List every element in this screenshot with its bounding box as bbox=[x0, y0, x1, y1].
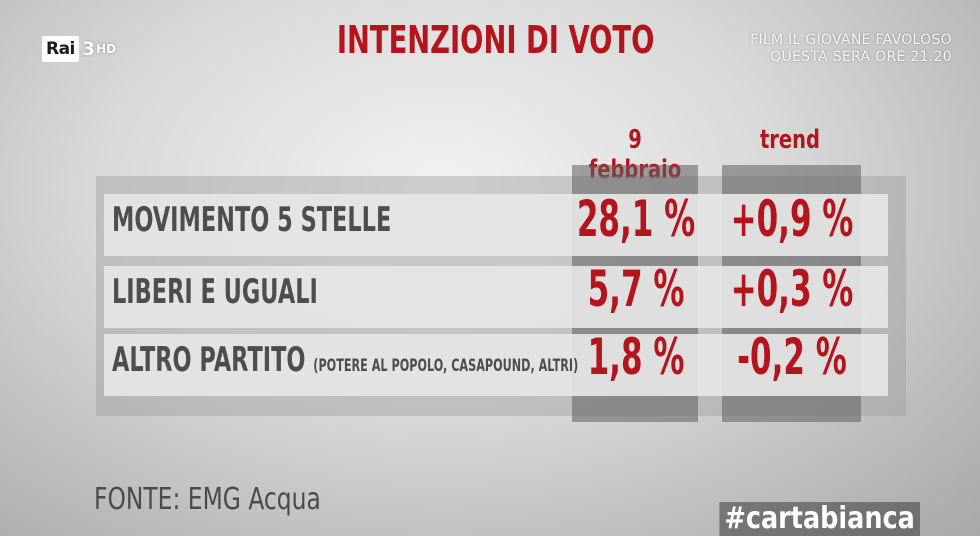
hd-badge: HD bbox=[96, 42, 117, 56]
value-date: 5,7 % bbox=[587, 260, 685, 318]
value-date: 28,1 % bbox=[576, 190, 696, 248]
channel-logo: Rai 3 HD bbox=[42, 34, 116, 64]
table-row: LIBERI E UGUALI bbox=[104, 266, 888, 328]
rai-logo: Rai bbox=[42, 36, 79, 62]
show-hashtag: #cartabianca bbox=[719, 502, 920, 536]
page-title: INTENZIONI DI VOTO bbox=[336, 18, 655, 62]
source-note: FONTE: EMG Acqua bbox=[94, 482, 321, 517]
table-row: ALTRO PARTITO (POTERE AL POPOLO, CASAPOU… bbox=[104, 334, 888, 396]
value-date: 1,8 % bbox=[587, 328, 685, 386]
party-name: ALTRO PARTITO (POTERE AL POPOLO, CASAPOU… bbox=[112, 340, 579, 380]
promo-ticker: FILM IL GIOVANE FAVOLOSO QUESTA SERA ORE… bbox=[750, 32, 952, 66]
party-name: LIBERI E UGUALI bbox=[112, 272, 318, 312]
party-subtitle: (POTERE AL POPOLO, CASAPOUND, ALTRI) bbox=[313, 356, 579, 376]
promo-line-1: FILM IL GIOVANE FAVOLOSO bbox=[750, 32, 952, 48]
table-row: MOVIMENTO 5 STELLE bbox=[104, 194, 888, 256]
party-name: MOVIMENTO 5 STELLE bbox=[112, 200, 392, 240]
value-trend: +0,3 % bbox=[730, 260, 854, 318]
column-header-trend: trend bbox=[759, 125, 820, 155]
promo-line-2: QUESTA SERA ORE 21.20 bbox=[770, 49, 952, 65]
value-trend: -0,2 % bbox=[737, 328, 847, 386]
value-trend: +0,9 % bbox=[730, 190, 854, 248]
channel-number: 3 bbox=[81, 38, 96, 60]
